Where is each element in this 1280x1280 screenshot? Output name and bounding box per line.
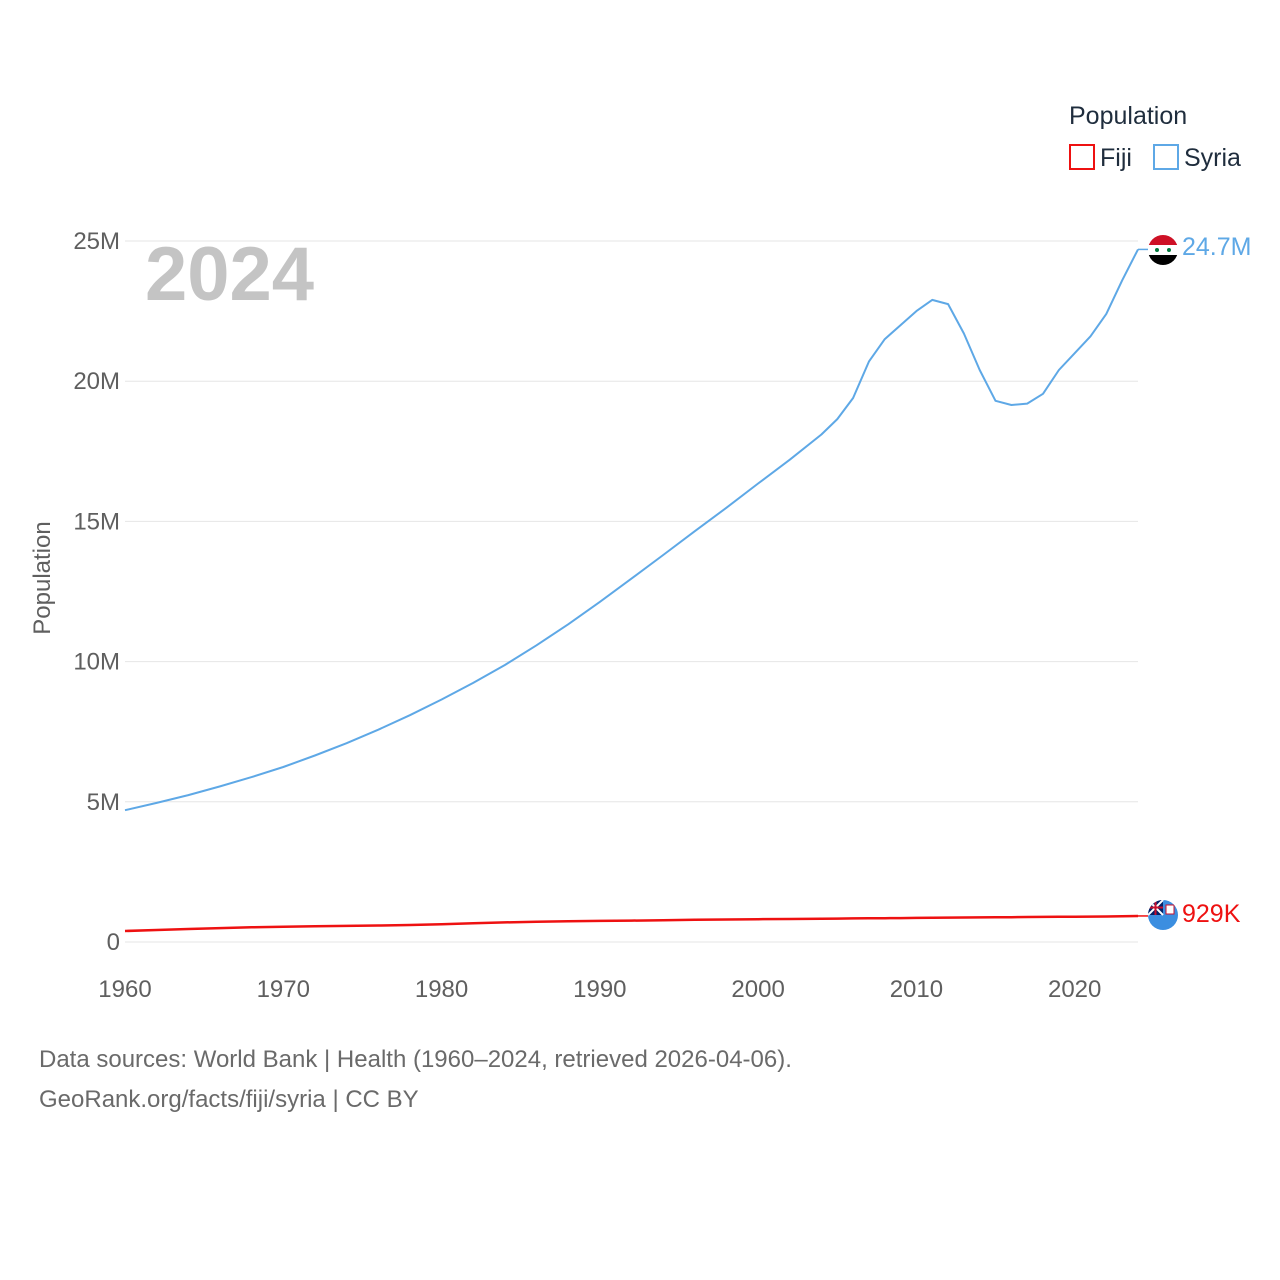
legend-label-syria: Syria: [1184, 144, 1241, 172]
legend-item-syria[interactable]: Syria: [1153, 144, 1241, 172]
legend-swatch-fiji: [1069, 144, 1095, 170]
y-tick-label: 5M: [87, 789, 120, 816]
population-line-chart: 0 5M 10M 15M 20M 25M 1960 1970 1980 1990 2000 2010…: [29, 102, 1251, 1003]
footer: Data sources: World Bank | Health (1960–…: [39, 1040, 792, 1120]
grid-layer: [125, 240, 1138, 943]
legend-label-fiji: Fiji: [1100, 144, 1132, 172]
y-tick-label: 15M: [73, 508, 120, 535]
y-tick-label: 25M: [73, 228, 120, 255]
y-axis-title: Population: [29, 521, 56, 634]
x-tick-label: 2020: [1048, 976, 1101, 1003]
x-tick-label: 2010: [890, 976, 943, 1003]
y-tick-label: 10M: [73, 649, 120, 676]
series-line-fiji: [124, 914, 1139, 933]
legend-swatch-syria: [1153, 144, 1179, 170]
series-line-syria: [124, 248, 1139, 812]
fiji-flag-icon: [1148, 900, 1178, 930]
source-link[interactable]: GeoRank.org/facts/fiji/syria | CC BY: [39, 1086, 419, 1113]
x-tick-label: 1990: [573, 976, 626, 1003]
x-tick-label: 1970: [257, 976, 310, 1003]
legend: Population Fiji Syria: [1069, 102, 1241, 172]
y-tick-label: 20M: [73, 368, 120, 395]
x-axis-ticks: 1960 1970 1980 1990 2000 2010 2020: [98, 976, 1101, 1003]
series-layer: [124, 248, 1148, 933]
data-sources-text: Data sources: World Bank | Health (1960–…: [39, 1046, 792, 1073]
end-label-fiji: 929K: [1182, 900, 1241, 928]
current-year-label: 2024: [145, 232, 314, 317]
x-tick-label: 1960: [98, 976, 151, 1003]
syria-flag-icon: [1148, 235, 1178, 265]
end-label-syria: 24.7M: [1182, 233, 1251, 261]
y-tick-label: 0: [107, 929, 120, 956]
legend-title: Population: [1069, 102, 1187, 130]
x-tick-label: 1980: [415, 976, 468, 1003]
y-axis-ticks: 0 5M 10M 15M 20M 25M: [73, 228, 120, 956]
legend-item-fiji[interactable]: Fiji: [1069, 144, 1132, 172]
x-tick-label: 2000: [731, 976, 784, 1003]
